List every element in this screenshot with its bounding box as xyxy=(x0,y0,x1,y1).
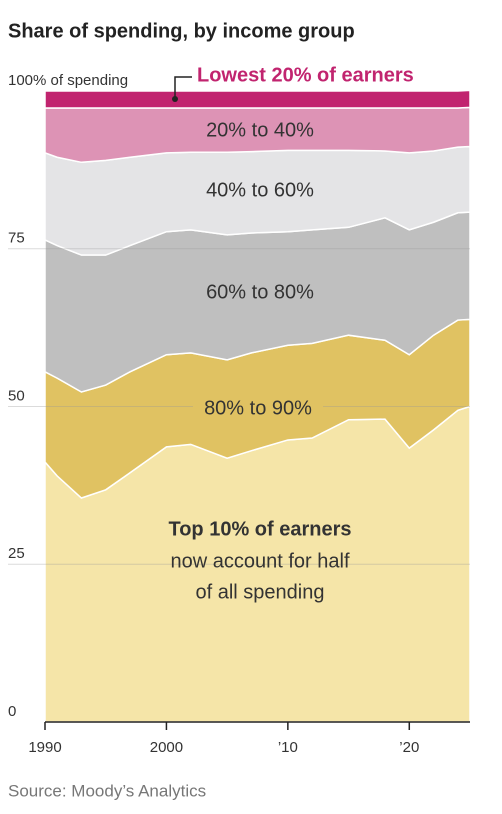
leader-dot xyxy=(172,96,178,102)
x-tick-label: 1990 xyxy=(28,739,61,756)
series-label: 60% to 80% xyxy=(206,281,314,303)
series-label: 80% to 90% xyxy=(204,397,312,419)
y-tick-label: 100% of spending xyxy=(8,72,128,89)
leader-line xyxy=(174,76,192,100)
series-label: Top 10% of earners xyxy=(168,518,351,540)
series-label: Lowest 20% of earners xyxy=(197,64,414,86)
annotation: of all spending xyxy=(196,581,325,603)
label-bg xyxy=(195,119,325,143)
series-label: 20% to 40% xyxy=(206,119,314,141)
y-tick-label: 0 xyxy=(8,703,16,720)
x-tick-label: 2000 xyxy=(150,739,183,756)
x-tick-label: ’10 xyxy=(278,739,298,756)
source: Source: Moody’s Analytics xyxy=(8,781,206,800)
series-label: 40% to 60% xyxy=(206,179,314,201)
chart-title: Share of spending, by income group xyxy=(8,20,355,42)
y-tick-label: 50 xyxy=(8,387,25,404)
x-tick-label: ’20 xyxy=(399,739,419,756)
label-bg xyxy=(193,397,323,421)
area xyxy=(44,89,471,109)
annotation: now account for half xyxy=(171,550,350,572)
y-tick-label: 25 xyxy=(8,545,25,562)
y-tick-label: 75 xyxy=(8,230,25,247)
